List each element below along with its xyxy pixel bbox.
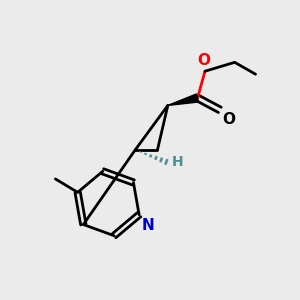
Text: H: H [172,155,183,169]
Text: O: O [222,112,235,127]
Text: N: N [142,218,154,233]
Text: O: O [197,53,210,68]
Polygon shape [168,94,199,105]
